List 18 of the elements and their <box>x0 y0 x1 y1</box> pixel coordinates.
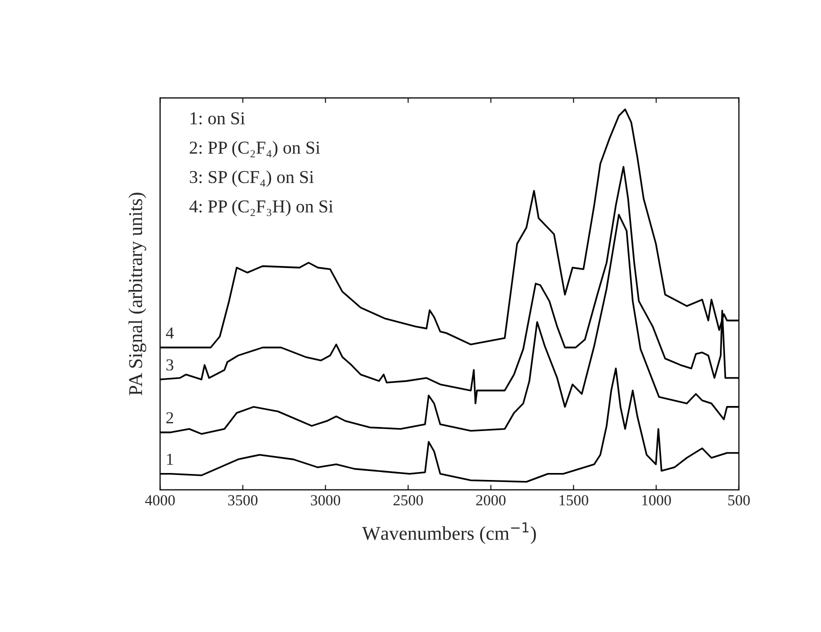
series-label: 2 <box>166 412 174 424</box>
x-tick-label: 4000 <box>145 495 175 506</box>
annotation: 3: SP (CF₄) on Si <box>190 170 314 187</box>
x-tick-label: 1500 <box>560 495 588 506</box>
series-label: 4 <box>166 327 174 338</box>
annotation: 1: on Si <box>190 112 245 124</box>
x-axis-title: Wavenumbers (cm$^{−1}$) <box>362 522 536 544</box>
x-tick-label: 2000 <box>476 495 506 506</box>
x-tick-label: 3000 <box>310 495 340 506</box>
x-tick-label: 500 <box>728 495 750 506</box>
series-label: 3 <box>166 359 174 371</box>
x-tick-label: 1000 <box>642 495 671 506</box>
y-axis-title: PA Signal (arbitrary units) <box>128 192 146 396</box>
annotation: 2: PP (C₂F₄) on Si <box>190 141 320 158</box>
annotation: 4: PP (C₂F₃H) on Si <box>189 200 334 216</box>
x-tick-label: 3500 <box>228 495 258 506</box>
series-label: 1 <box>167 454 173 465</box>
x-tick-label: 2500 <box>394 495 423 506</box>
